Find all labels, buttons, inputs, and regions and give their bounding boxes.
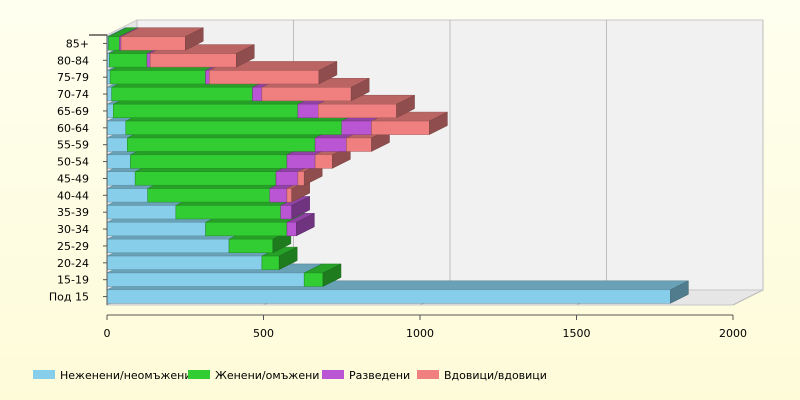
- bar-side: [396, 94, 415, 119]
- y-tick-label: Под 15: [49, 291, 89, 304]
- bar: [303, 272, 324, 287]
- bar-side: [322, 263, 342, 287]
- bar: [106, 238, 230, 253]
- y-tick-label: 75-79: [57, 71, 89, 84]
- bar: [108, 36, 120, 51]
- bar: [109, 70, 206, 85]
- bar: [269, 188, 288, 203]
- y-tick-label: 40-44: [57, 189, 89, 202]
- bar: [125, 120, 342, 135]
- bar: [205, 222, 288, 237]
- bar-side: [236, 44, 255, 68]
- y-tick-label: 35-39: [57, 206, 89, 219]
- bar: [149, 53, 237, 68]
- x-tick-label: 1000: [406, 327, 434, 340]
- y-tick-label: 30-34: [57, 223, 89, 236]
- legend-swatch: [188, 370, 210, 379]
- bar: [106, 205, 177, 220]
- x-tick-label: 2000: [719, 327, 747, 340]
- y-tick-label: 55-59: [57, 139, 89, 152]
- bar: [314, 154, 333, 169]
- bar: [286, 222, 297, 237]
- legend-swatch: [33, 370, 55, 379]
- legend-label: Женени/омъжени: [215, 369, 319, 382]
- bar: [106, 272, 305, 287]
- x-tick-label: 0: [104, 327, 111, 340]
- bar: [106, 171, 136, 186]
- bar: [318, 103, 397, 118]
- y-tick-label: 25-29: [57, 240, 89, 253]
- bar: [106, 222, 206, 237]
- x-tick-label: 500: [253, 327, 274, 340]
- bar: [120, 36, 186, 51]
- bar: [106, 137, 128, 152]
- bar: [106, 120, 127, 135]
- bar: [134, 171, 277, 186]
- bar: [286, 154, 316, 169]
- bar-side: [429, 111, 448, 135]
- bar: [106, 289, 671, 304]
- chart-legend: Неженени/неомъжени Женени/омъжени Разведен…: [33, 369, 547, 382]
- y-tick-label: 50-54: [57, 156, 89, 169]
- bar: [341, 120, 372, 135]
- bar: [106, 188, 148, 203]
- bar: [127, 137, 316, 152]
- gridline-floor: [732, 289, 764, 306]
- bar: [252, 87, 263, 102]
- y-tick-label: 85+: [66, 37, 89, 50]
- bar: [205, 70, 210, 85]
- bar-side: [670, 280, 689, 304]
- bar-side: [278, 246, 298, 270]
- bar-side: [296, 212, 315, 237]
- y-tick-label: 15-19: [57, 274, 89, 287]
- bar-side: [185, 27, 204, 51]
- bar-side: [318, 61, 338, 85]
- bar: [106, 154, 131, 169]
- bar: [297, 103, 319, 118]
- bar: [209, 70, 320, 85]
- x-tick-label: 1500: [563, 327, 591, 340]
- bar: [106, 87, 112, 102]
- bar: [228, 238, 274, 253]
- bar: [146, 53, 151, 68]
- bar: [106, 103, 114, 118]
- y-tick-label: 20-24: [57, 257, 89, 270]
- bar-side: [350, 77, 370, 102]
- bar: [275, 171, 299, 186]
- bar: [113, 103, 299, 118]
- bar: [261, 255, 280, 270]
- legend-label: Разведени: [349, 369, 410, 382]
- legend-label: Вдовици/вдовици: [444, 369, 547, 382]
- bar: [346, 137, 372, 152]
- legend-swatch: [322, 370, 344, 379]
- bar: [109, 53, 148, 68]
- bar: [175, 205, 281, 220]
- bar: [297, 171, 305, 186]
- bar: [286, 188, 292, 203]
- chart-axes: Под 15 15-19 20-24 25-29 30-34 35-39 40-44 45-4…: [49, 34, 747, 340]
- legend-label: Неженени/неомъжени: [60, 369, 192, 382]
- bar-side: [291, 196, 310, 220]
- y-tick-label: 45-49: [57, 172, 89, 185]
- bar: [130, 154, 288, 169]
- bar: [371, 120, 430, 135]
- legend-swatch: [417, 370, 439, 379]
- bar: [314, 137, 347, 152]
- bar: [147, 188, 271, 203]
- y-tick-label: 80-84: [57, 54, 89, 67]
- y-tick-label: 65-69: [57, 105, 89, 118]
- bar: [280, 205, 292, 220]
- bar: [261, 87, 352, 102]
- y-tick-label: 70-74: [57, 88, 89, 101]
- chart-bars: [106, 27, 689, 304]
- bar: [106, 255, 263, 270]
- y-tick-label: 60-64: [57, 122, 89, 135]
- bar: [111, 87, 253, 102]
